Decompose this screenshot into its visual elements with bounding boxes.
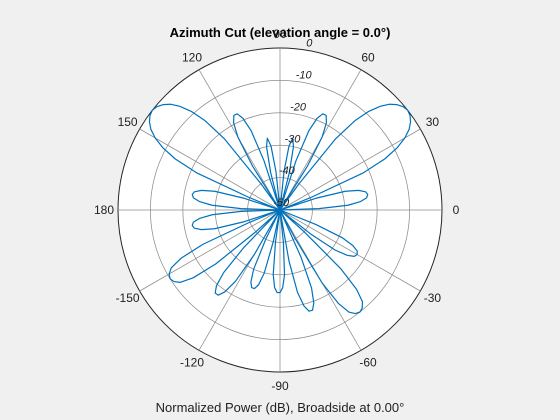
radial-tick-label-2: -20: [290, 101, 307, 113]
radial-tick-label-5: -50: [273, 197, 290, 209]
grid-spoke-11: [279, 209, 421, 292]
angle-tick-label-8: -120: [180, 355, 204, 369]
grid-spoke-1: [279, 128, 421, 211]
radial-tick-label-3: -30: [285, 133, 302, 145]
pattern-line: [148, 103, 412, 315]
angle-tick-label-2: 60: [361, 51, 375, 65]
angle-tick-label-5: 150: [118, 115, 138, 129]
angle-tick-label-4: 120: [182, 51, 202, 65]
angle-tick-label-10: -60: [359, 355, 377, 369]
angle-tick-label-1: 30: [426, 115, 440, 129]
angle-tick-label-9: -90: [271, 379, 289, 393]
pattern-trace: [148, 103, 412, 315]
chart-caption: Normalized Power (dB), Broadside at 0.00…: [156, 400, 405, 415]
grid-spoke-7: [139, 209, 281, 292]
radial-tick-label-4: -40: [279, 165, 296, 177]
angle-tick-label-7: -150: [116, 291, 140, 305]
angle-tick-label-0: 0: [453, 203, 460, 217]
angle-tick-label-11: -30: [424, 291, 442, 305]
angle-tick-labels: 0 30 60 90 120 150 180 -150 -120 -90 -60 -30: [94, 27, 460, 393]
radial-tick-label-0: 0: [306, 38, 313, 50]
chart-title: Azimuth Cut (elevation angle = 0.0°): [170, 25, 391, 40]
grid-spoke-5: [139, 128, 281, 211]
radial-tick-labels: 0 -10 -20 -30 -40 -50: [273, 38, 313, 210]
angle-tick-label-6: 180: [94, 203, 114, 217]
radial-tick-label-1: -10: [296, 69, 313, 81]
angle-tick-label-3: 90: [273, 27, 287, 41]
